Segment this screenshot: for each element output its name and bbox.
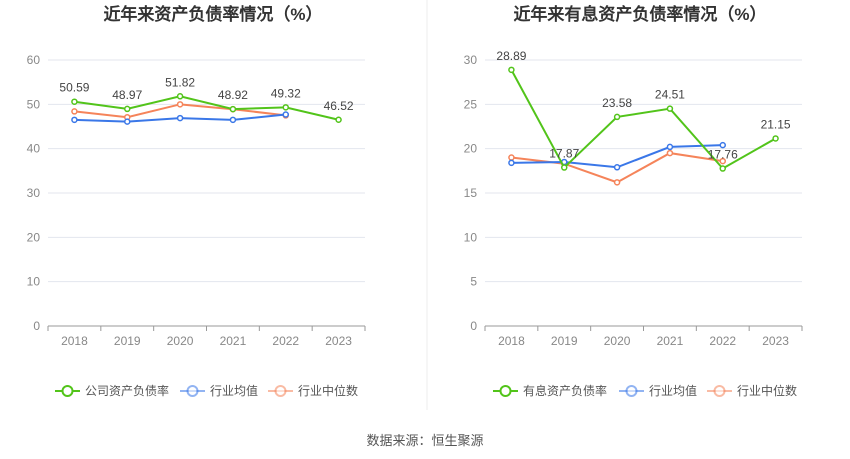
data-point [124,118,131,125]
y-tick-label: 15 [464,186,478,200]
data-point [508,154,515,161]
legend-item-label: 有息资产负债率 [523,383,607,398]
data-point [613,179,621,186]
data-point [124,105,131,113]
data-point [176,101,184,108]
data-point [613,164,621,171]
x-tick-label: 2023 [325,334,352,348]
y-tick-label: 50 [27,97,41,111]
legend-marker-icon [274,385,287,397]
legend-marker-icon [499,385,512,397]
chart-title: 近年来资产负债率情况（%） [103,4,322,24]
x-tick-label: 2019 [551,334,578,348]
x-tick-label: 2018 [498,334,525,348]
y-tick-label: 40 [27,142,41,156]
x-tick-label: 2023 [762,334,789,348]
legend-item-label: 行业中位数 [737,383,797,398]
data-point [282,104,289,111]
y-tick-label: 10 [27,275,41,289]
legend-marker-icon [713,385,726,397]
series-line-0 [510,69,777,170]
data-label: 17.76 [708,148,738,162]
y-tick-label: 60 [27,53,41,67]
y-tick-label: 25 [464,97,478,111]
y-tick-label: 30 [464,53,478,67]
x-tick-label: 2022 [272,334,299,348]
x-tick-label: 2020 [167,334,194,348]
data-point [719,165,726,172]
data-label: 17.87 [549,147,579,161]
y-tick-label: 20 [27,230,41,244]
data-point [176,93,184,100]
data-point [561,164,568,171]
y-tick-label: 10 [464,230,478,244]
legend-item-label: 行业均值 [649,383,697,398]
chart-1: 近年来资产负债率情况（%） 0 10 20 30 40 50 60 2018 2019 2020 20… [27,4,366,398]
x-tick-label: 2021 [657,334,684,348]
data-point [508,66,515,74]
data-point [719,157,726,165]
data-point [666,105,674,112]
x-tick-label: 2020 [604,334,631,348]
legend-marker-icon [186,385,199,397]
data-point [666,143,674,151]
data-point [335,116,342,124]
data-label: 24.51 [655,88,685,102]
data-label: 48.92 [218,88,248,102]
y-tick-label: 0 [470,319,477,333]
data-source: 数据来源：恒生聚源 [366,433,484,448]
x-tick-label: 2022 [709,334,736,348]
x-tick-label: 2019 [114,334,141,348]
y-tick-label: 20 [464,142,478,156]
data-point [666,149,674,157]
legend-item-label: 行业中位数 [298,383,358,398]
data-label: 28.89 [496,49,526,63]
data-point [719,141,726,149]
data-label: 46.52 [324,99,354,113]
data-point [613,113,621,121]
data-point [176,114,184,122]
series-line-0 [74,95,339,121]
data-point [71,108,78,115]
data-point [229,105,237,113]
chart-2: 近年来有息资产负债率情况（%） 0 5 10 15 20 25 30 2018 2019 2020 2… [464,4,803,398]
y-tick-label: 5 [470,275,477,289]
y-tick-label: 0 [33,319,40,333]
data-point [282,111,289,118]
data-label: 48.97 [112,88,142,102]
data-label: 23.58 [602,96,632,110]
legend-item-label: 公司资产负债率 [85,383,169,398]
legend-marker-icon [625,385,638,397]
data-label: 51.82 [165,75,195,89]
chart-title: 近年来有息资产负债率情况（%） [513,4,766,24]
x-tick-label: 2021 [220,334,247,348]
y-tick-label: 30 [27,186,41,200]
data-label: 50.59 [59,81,89,95]
legend-marker-icon [61,385,74,397]
data-point [229,116,237,124]
x-tick-label: 2018 [61,334,88,348]
legend-item-label: 行业均值 [210,383,258,398]
data-point [71,116,78,124]
data-point [772,135,779,142]
data-label: 49.32 [271,86,301,100]
data-label: 21.15 [761,117,791,131]
data-point [508,159,515,167]
data-point [71,98,78,105]
